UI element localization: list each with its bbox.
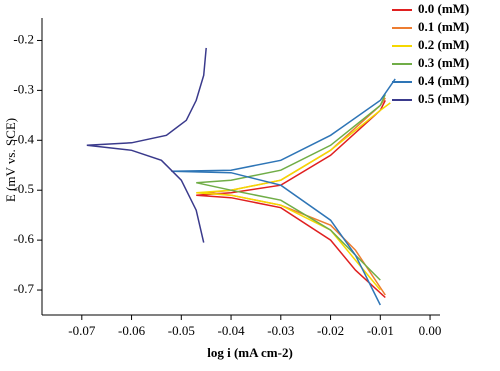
y-tick-label: -0.3 <box>13 81 34 96</box>
x-tick-label: -0.04 <box>218 323 246 338</box>
x-tick-label: -0.02 <box>317 323 344 338</box>
legend-label: 0.2 (mM) <box>418 37 469 52</box>
legend-label: 0.3 (mM) <box>418 55 469 70</box>
series-line <box>196 100 386 299</box>
y-tick-label: -0.4 <box>13 131 34 146</box>
y-tick-label: -0.5 <box>13 181 34 196</box>
legend-label: 0.0 (mM) <box>418 1 469 16</box>
legend-label: 0.1 (mM) <box>418 19 469 34</box>
y-tick-label: -0.7 <box>13 281 34 296</box>
x-tick-label: -0.01 <box>367 323 394 338</box>
series-line <box>196 94 386 281</box>
x-tick-label: -0.06 <box>118 323 146 338</box>
y-axis-label: E (mV vs. SCE) <box>3 118 18 202</box>
legend-label: 0.4 (mM) <box>418 73 469 88</box>
x-axis-label: log i (mA cm-2) <box>207 345 293 360</box>
y-tick-label: -0.2 <box>13 31 34 46</box>
x-tick-label: -0.03 <box>267 323 294 338</box>
series-line <box>86 47 207 243</box>
x-tick-label: -0.05 <box>168 323 195 338</box>
x-tick-label: 0.00 <box>419 323 442 338</box>
series-line <box>171 78 396 306</box>
legend-label: 0.5 (mM) <box>418 91 469 106</box>
x-tick-label: -0.07 <box>68 323 96 338</box>
y-tick-label: -0.6 <box>13 231 34 246</box>
